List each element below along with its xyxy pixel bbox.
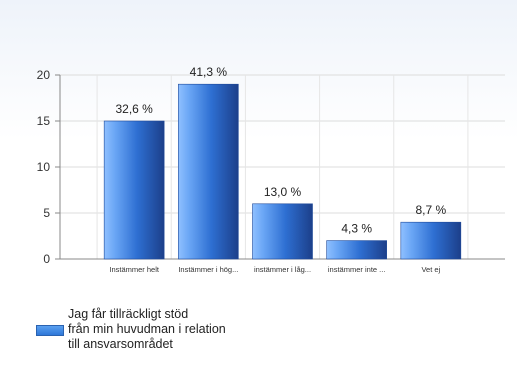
- y-tick-label: 5: [43, 206, 50, 220]
- x-tick-label: instämmer inte ...: [328, 265, 386, 274]
- legend-line: till ansvarsområdet: [68, 337, 173, 351]
- data-label: 32,6 %: [115, 102, 153, 116]
- data-label: 8,7 %: [415, 203, 446, 217]
- bar: [178, 83, 239, 260]
- x-tick-label: Instämmer i hög...: [178, 265, 238, 274]
- data-label: 41,3 %: [190, 65, 228, 79]
- x-tick-label: Instämmer helt: [109, 265, 160, 274]
- legend: Jag får tillräckligt stöd från min huvud…: [36, 307, 268, 352]
- labels: 0 5 10 15 20 32,6 % Instämmer helt 41,3 % Instäm…: [37, 65, 447, 274]
- legend-swatch: [36, 325, 64, 336]
- y-tick-label: 15: [37, 114, 51, 128]
- bars: [103, 83, 462, 260]
- data-label: 13,0 %: [264, 185, 302, 199]
- bar: [103, 120, 165, 260]
- y-tick-label: 0: [43, 252, 50, 266]
- legend-line: från min huvudman i relation: [68, 322, 226, 336]
- bar: [400, 221, 462, 260]
- x-tick-label: Vet ej: [421, 265, 440, 274]
- bar: [326, 240, 387, 260]
- x-tick-label: instämmer i låg...: [254, 265, 311, 274]
- bar: [252, 203, 313, 260]
- data-label: 4,3 %: [341, 222, 372, 236]
- legend-text: Jag får tillräckligt stöd från min huvud…: [68, 307, 268, 352]
- y-tick-label: 10: [37, 160, 51, 174]
- legend-line: Jag får tillräckligt stöd: [68, 307, 189, 321]
- y-tick-label: 20: [37, 68, 51, 82]
